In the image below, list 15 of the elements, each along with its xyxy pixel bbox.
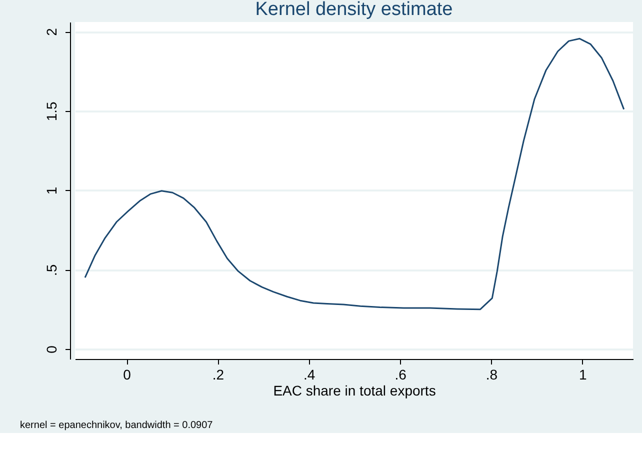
text: kernel = epanechnikov, bandwidth = 0.0907 bbox=[20, 420, 214, 431]
x-tick-label: .4 bbox=[304, 366, 316, 382]
y-tick-label: .5 bbox=[44, 264, 60, 276]
y-tick-label: 2 bbox=[44, 28, 60, 36]
y-tick-label: 1.5 bbox=[44, 101, 60, 122]
y-tick-label: 1 bbox=[44, 186, 60, 195]
x-tick-label: .6 bbox=[394, 366, 407, 382]
y-tick-label: 0 bbox=[44, 345, 60, 354]
x-tick-label: .8 bbox=[486, 366, 498, 382]
chart-title: Kernel density estimate bbox=[255, 0, 453, 20]
line-series bbox=[84, 38, 625, 310]
x-tick-label: 1 bbox=[579, 366, 587, 382]
x-axis-title: EAC share in total exports bbox=[273, 382, 436, 398]
x-tick-label: 0 bbox=[123, 366, 132, 382]
x-tick-label: .2 bbox=[212, 366, 224, 382]
